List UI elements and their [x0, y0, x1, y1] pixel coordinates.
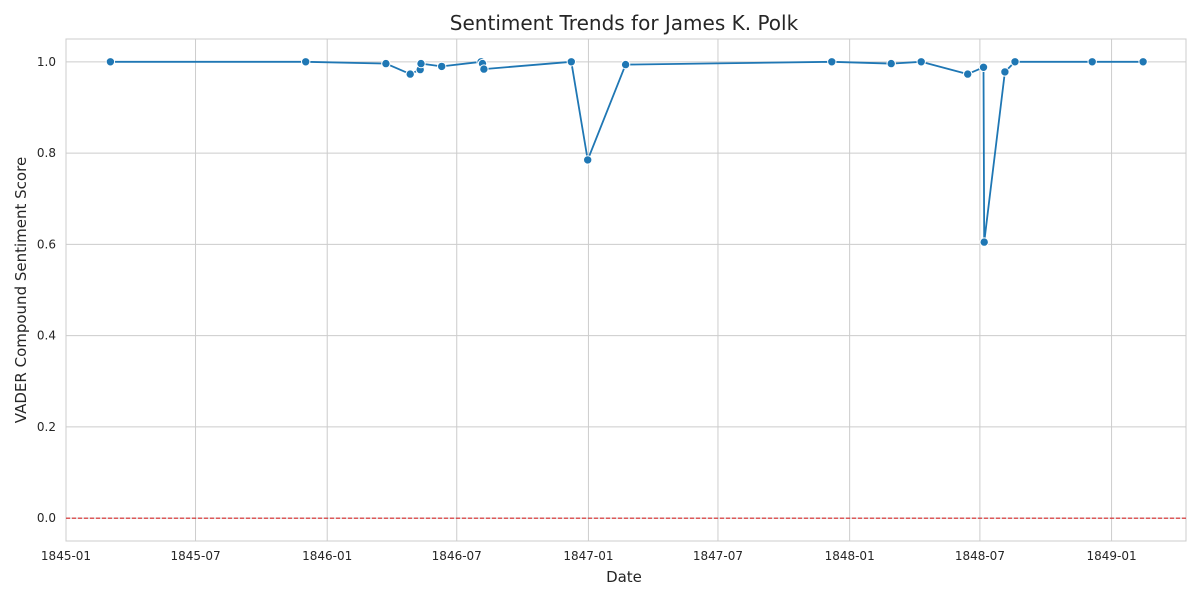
- y-tick-label: 0.4: [37, 329, 56, 343]
- y-tick-label: 0.8: [37, 146, 56, 160]
- data-point: [979, 237, 989, 247]
- data-point: [978, 62, 989, 73]
- data-point: [405, 69, 415, 79]
- data-point: [105, 57, 116, 67]
- data-point: [566, 57, 576, 67]
- data-point: [416, 58, 426, 69]
- chart-title: Sentiment Trends for James K. Polk: [450, 11, 799, 35]
- y-tick-label: 0.2: [37, 420, 56, 434]
- data-point: [1000, 67, 1010, 77]
- data-point: [583, 155, 593, 165]
- plot-area: [65, 38, 1187, 542]
- data-point: [916, 57, 926, 67]
- data-point: [381, 58, 391, 69]
- tick-labels: 1845-01 1845-07 1846-01 1846-07 1847-01 1847-…: [37, 55, 1137, 563]
- y-tick-label: 1.0: [37, 55, 56, 69]
- x-tick-label: 1845-07: [170, 549, 220, 563]
- data-point: [620, 59, 631, 70]
- series-group: [105, 57, 1148, 247]
- data-point: [1087, 57, 1097, 67]
- data-point: [1010, 57, 1020, 67]
- y-tick-label: 0.0: [37, 511, 56, 525]
- x-tick-label: 1848-01: [825, 549, 875, 563]
- data-point: [301, 57, 311, 67]
- x-axis-label: Date: [606, 568, 642, 586]
- x-tick-label: 1845-01: [41, 549, 91, 563]
- y-axis-label: VADER Compound Sentiment Score: [12, 157, 30, 423]
- x-tick-label: 1847-07: [693, 549, 743, 563]
- data-point: [827, 57, 837, 67]
- x-tick-label: 1847-01: [563, 549, 613, 563]
- data-point: [479, 64, 489, 74]
- x-tick-label: 1846-01: [302, 549, 352, 563]
- x-tick-label: 1848-07: [955, 549, 1005, 563]
- y-tick-label: 0.6: [37, 237, 56, 251]
- data-point: [886, 58, 896, 69]
- data-point: [437, 61, 447, 72]
- data-point: [1138, 57, 1148, 67]
- x-tick-label: 1849-01: [1087, 549, 1137, 563]
- data-point: [963, 69, 973, 79]
- x-tick-label: 1846-07: [432, 549, 482, 563]
